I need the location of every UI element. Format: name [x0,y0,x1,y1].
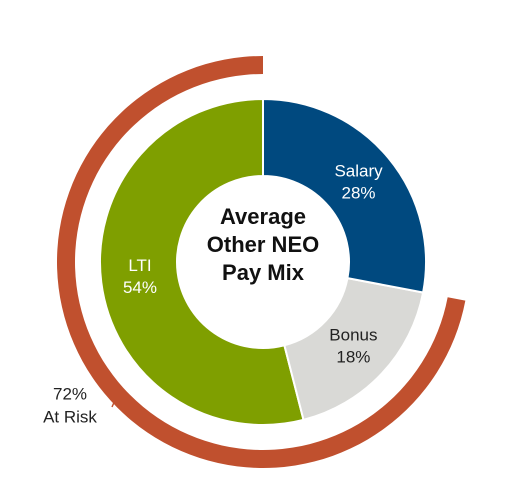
segment-label: Salary [334,161,383,180]
chart-title: Average [220,204,306,229]
donut-segment [262,97,427,294]
segment-value-label: 18% [336,347,370,366]
segment-label: Bonus [329,325,377,344]
donut-segment [283,276,425,422]
at-risk-value: 72% [53,384,87,403]
segment-value-label: 54% [123,278,157,297]
segment-value-label: 28% [342,183,376,202]
chart-title: Other NEO [207,232,319,257]
donut-segment [99,97,305,426]
chart-title: Pay Mix [222,260,305,285]
segment-label: LTI [128,256,151,275]
at-risk-label: At Risk [43,407,97,426]
